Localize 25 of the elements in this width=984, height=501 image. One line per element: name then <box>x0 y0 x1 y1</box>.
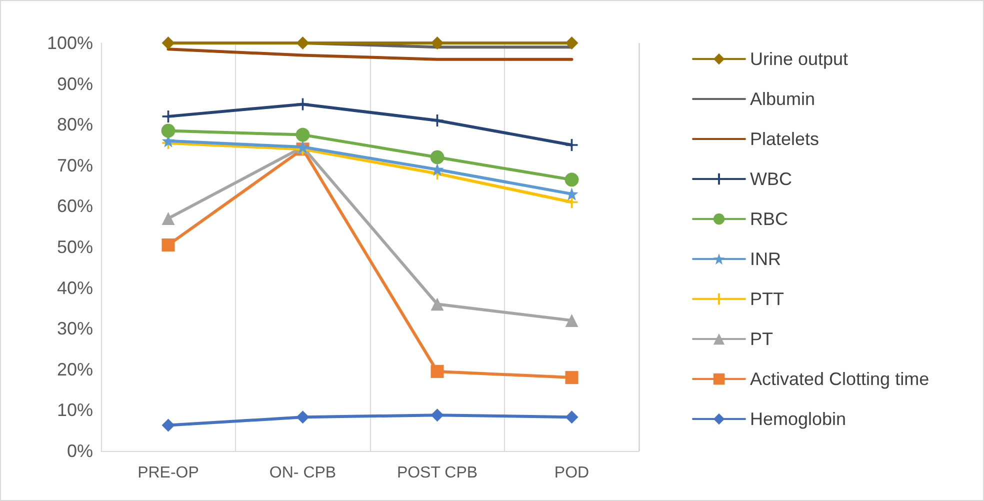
y-tick-label: 100% <box>46 33 93 53</box>
y-tick-label: 0% <box>66 441 93 461</box>
legend-label: Platelets <box>750 129 820 149</box>
y-tick-label: 60% <box>56 196 93 216</box>
y-tick-label: 40% <box>56 278 93 298</box>
y-tick-label: 20% <box>56 359 93 380</box>
legend-label: Urine output <box>750 49 848 69</box>
legend-label: Albumin <box>750 89 816 109</box>
y-tick-label: 80% <box>56 114 93 135</box>
x-tick-label: ON- CPB <box>269 464 336 482</box>
legend-label: Hemoglobin <box>750 409 846 429</box>
legend-label: WBC <box>750 169 792 189</box>
x-tick-label: POST CPB <box>396 464 478 482</box>
legend-label: PTT <box>750 289 784 309</box>
legend-label: Activated Clotting time <box>750 369 930 389</box>
y-tick-label: 30% <box>56 318 93 339</box>
legend-label: INR <box>750 249 781 269</box>
x-tick-label: PRE-OP <box>138 464 199 482</box>
y-tick-label: 50% <box>56 237 93 257</box>
y-tick-label: 10% <box>56 400 93 420</box>
legend-label: PT <box>750 329 774 349</box>
legend-label: RBC <box>750 209 788 229</box>
y-tick-label: 90% <box>56 74 93 94</box>
y-tick-label: 70% <box>56 155 93 176</box>
x-tick-label: POD <box>554 464 590 482</box>
